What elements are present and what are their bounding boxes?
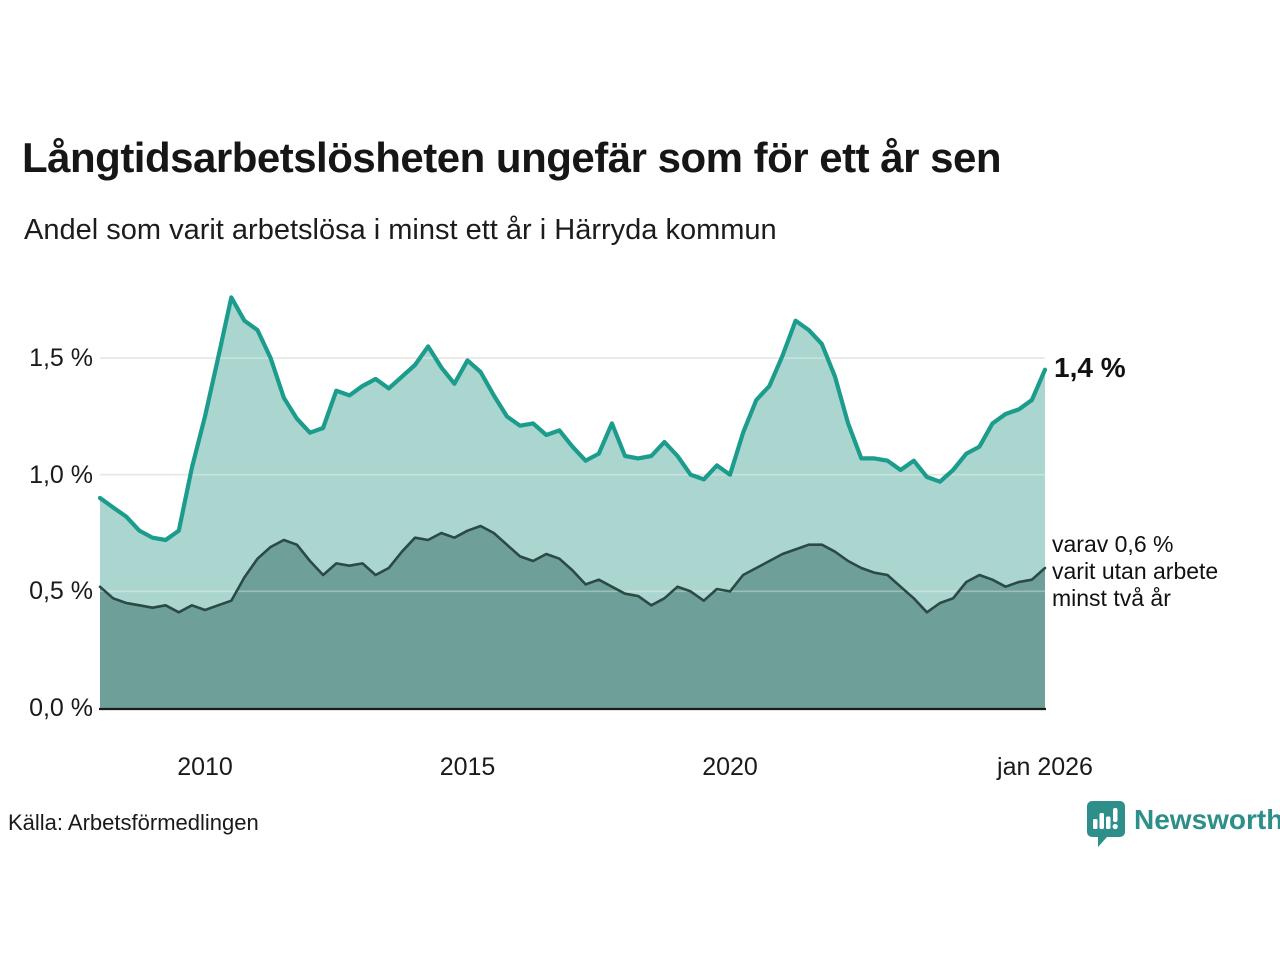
x-axis-label: jan 2026 <box>997 753 1093 781</box>
brand-name: Newsworthy <box>1134 804 1280 835</box>
brand-logo: Newsworthy <box>1086 800 1280 848</box>
x-axis-label: 2020 <box>702 753 758 781</box>
y-axis-label: 1,0 % <box>29 460 93 489</box>
newsworthy-icon <box>1087 801 1125 847</box>
page-title: Långtidsarbetslösheten ungefär som för e… <box>22 134 1002 181</box>
y-axis-label: 0,0 % <box>29 694 93 722</box>
latest-value-label: 1,4 % <box>1054 352 1126 383</box>
latest-two-years-label: varav 0,6 % varit utan arbete minst två … <box>1052 531 1219 611</box>
y-axis-label: 0,5 % <box>29 577 93 606</box>
x-axis-label: 2010 <box>177 753 233 781</box>
area-min-two-years <box>100 526 1045 708</box>
x-axis-label: 2015 <box>439 753 496 781</box>
source-text: Källa: Arbetsförmedlingen <box>8 810 259 835</box>
line-min-one-year <box>97 295 1048 543</box>
line-min-two-years <box>98 524 1047 614</box>
y-axis-label: 1,5 % <box>29 344 93 373</box>
page-subtitle: Andel som varit arbetslösa i minst ett å… <box>24 214 777 246</box>
